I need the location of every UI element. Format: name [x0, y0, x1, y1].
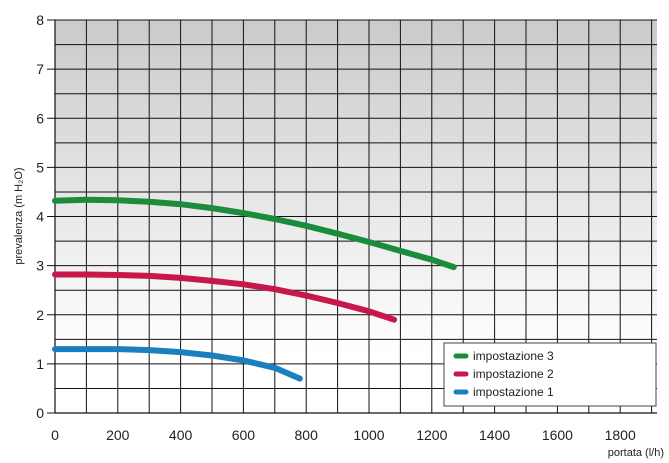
- x-tick-label: 1800: [605, 427, 636, 443]
- y-tick-label: 7: [36, 61, 44, 77]
- y-tick-label: 8: [36, 12, 44, 28]
- y-tick-label: 3: [36, 258, 44, 274]
- series-line: [52, 196, 457, 271]
- x-tick-label: 600: [232, 427, 256, 443]
- x-tick-label: 1000: [353, 427, 384, 443]
- y-tick-label: 6: [36, 110, 44, 126]
- y-axis-label: prevalenza (m H₂O): [13, 167, 25, 264]
- y-tick-label: 2: [36, 307, 44, 323]
- legend-box: [443, 342, 657, 407]
- series-lines: [52, 196, 457, 382]
- x-axis-label: portata (l/h): [608, 447, 664, 459]
- x-tick-label: 200: [106, 427, 130, 443]
- x-tick-label: 800: [295, 427, 319, 443]
- legend-label: impostazione 1: [473, 385, 554, 399]
- y-tick-label: 5: [36, 159, 44, 175]
- series-line: [52, 346, 303, 382]
- x-tick-label: 1600: [542, 427, 573, 443]
- y-tick-label: 4: [36, 209, 44, 225]
- x-tick-label: 1200: [416, 427, 447, 443]
- y-tick-label: 0: [36, 405, 44, 421]
- x-tick-label: 400: [169, 427, 193, 443]
- tick-labels: 0 1 2 3 4 5 6 7 8 0 200 400 600 800 1000 1200 1400 1600 18…: [36, 12, 636, 443]
- legend: impostazione 3 impostazione 2 impostazione…: [443, 342, 657, 407]
- legend-label: impostazione 3: [473, 349, 554, 363]
- x-tick-label: 1400: [479, 427, 510, 443]
- y-tick-label: 1: [36, 356, 44, 372]
- series-line: [52, 271, 398, 323]
- legend-label: impostazione 2: [473, 367, 554, 381]
- x-tick-label: 0: [51, 427, 59, 443]
